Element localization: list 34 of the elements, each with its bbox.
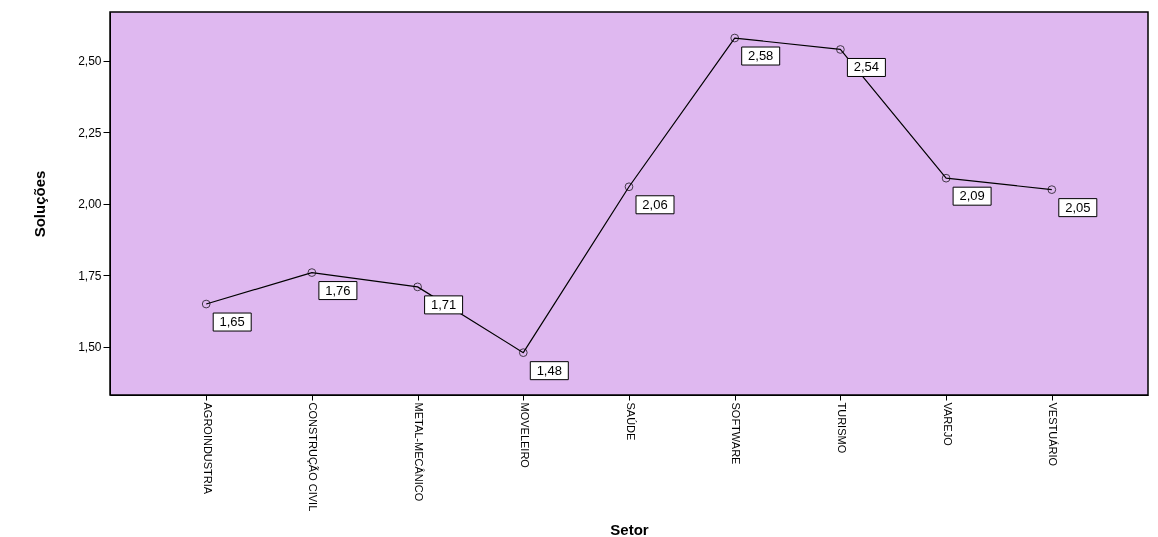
y-tick-label: 1,75: [78, 268, 102, 283]
point: [1047, 185, 1057, 194]
data-label: 2,06: [642, 196, 668, 212]
data-label: 2,09: [959, 188, 985, 204]
point: [201, 299, 211, 309]
y-tick-label: 2,50: [78, 54, 102, 69]
y-axis-title: Soluções: [31, 170, 49, 238]
x-tick-label: AGROINDUSTRIA: [201, 402, 214, 495]
point: [624, 182, 634, 192]
point: [413, 282, 422, 292]
point: [941, 173, 951, 183]
data-label: 2,58: [748, 48, 774, 64]
point: [307, 268, 317, 277]
y-tick-label: 1,50: [78, 340, 102, 355]
x-axis-title: Setor: [610, 521, 649, 537]
data-label: 1,65: [219, 314, 245, 330]
point: [518, 348, 528, 358]
data-label: 1,76: [325, 282, 351, 298]
x-tick-label: SAÚDE: [624, 402, 637, 441]
data-label: 1,48: [536, 362, 562, 378]
point: [730, 33, 740, 43]
data-label: 1,71: [430, 296, 457, 312]
x-tick-label: SOFTWARE: [730, 402, 743, 465]
y-tick-label: 2,25: [78, 125, 102, 140]
x-tick-label: CONSTRUÇÃO CIVIL: [307, 402, 320, 512]
point: [836, 45, 845, 54]
x-tick-label: TURISMO: [835, 402, 848, 454]
data-label: 2,05: [1065, 199, 1091, 215]
x-tick-label: MOVELEIRO: [518, 402, 531, 469]
x-tick-label: VAREJO: [941, 402, 954, 447]
x-tick-label: METAL-MECÂNICO: [413, 402, 426, 502]
y-tick-label: 2,00: [78, 197, 102, 212]
x-tick-label: VESTUÁRIO: [1047, 402, 1060, 467]
data-label: 2,54: [853, 59, 880, 75]
